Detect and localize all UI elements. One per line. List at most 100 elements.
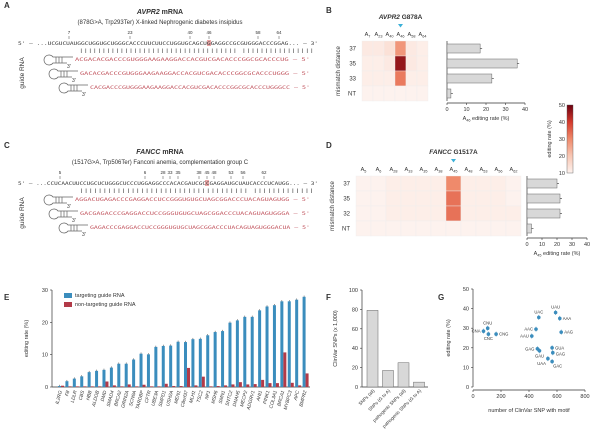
y-tick-label: 30 [42, 288, 48, 294]
adenosine-position: 64 [422, 35, 426, 39]
heatmap-cell [400, 220, 417, 237]
heatmap-cell [416, 40, 429, 57]
point-label: UAC [534, 309, 543, 314]
heatmap-cell [385, 175, 402, 192]
guide-rna-hairpin-icon: 3' [43, 54, 73, 70]
bar-non-targeting [246, 384, 250, 387]
point-label: GUA [555, 345, 564, 350]
column-label: A56 [495, 167, 503, 174]
bar-targeting [235, 320, 239, 387]
gene-label: SMN1 [218, 390, 227, 405]
gene-label: DNAH5 [232, 390, 242, 408]
heatmap-cell [385, 220, 402, 237]
row-label: 37 [343, 182, 350, 188]
heatmap-cell [400, 205, 417, 222]
point-label: CNU [483, 321, 492, 326]
guide-rna-hairpin-icon: 3' [43, 194, 73, 210]
bar-targeting [124, 363, 128, 387]
scatter-point [485, 326, 490, 331]
column-label: A40 [386, 32, 394, 39]
gene-label: ALDOB [91, 389, 101, 408]
gene-label: TARDBP [135, 389, 146, 410]
adenosine-letter: A [463, 116, 467, 122]
position-label: 5 [59, 170, 62, 175]
bar-non-targeting [157, 386, 161, 387]
x-tick-label: 600 [552, 394, 561, 400]
title-B: AVPR2 G878A [378, 14, 423, 21]
gene-label: CBS [78, 389, 87, 401]
bar-targeting [191, 339, 195, 387]
point-label: AAU [520, 334, 529, 339]
adenosine-letter: A [376, 167, 380, 173]
position-label: 33 [167, 170, 173, 175]
adenosine-letter: A [419, 32, 423, 38]
heatmap-cell [460, 175, 477, 192]
bar-non-targeting [187, 367, 190, 387]
heatmap-cell [460, 190, 477, 207]
bar-targeting [243, 316, 247, 387]
gene-label: SNTC2 [225, 390, 235, 407]
scatter-point [546, 356, 550, 361]
title-suffix: G1517A [452, 149, 478, 156]
bar-targeting [109, 367, 113, 387]
bar-non-targeting [61, 385, 64, 387]
adenosine-letter: A [510, 167, 514, 173]
adenosine-position: 23 [378, 35, 382, 39]
gene-label: SCN9A [128, 390, 138, 407]
x-tick-label: 0 [445, 107, 448, 113]
gene-label: IL2RG [55, 390, 64, 405]
y-tick-label: 100 [349, 288, 358, 294]
heatmap-cell [383, 55, 396, 72]
row-label: 35 [349, 62, 356, 68]
guide-sequence: AGGACUGAGACCCGAGGACCUCCGGGUGUGCUAGCGGACC… [75, 197, 310, 203]
hairpin-shape [43, 194, 73, 206]
x-tick-label: 0 [525, 242, 528, 248]
adenosine-letter: A [397, 32, 401, 38]
bar-targeting [102, 369, 106, 387]
bar [526, 178, 558, 189]
y-tick-label: 0 [355, 385, 358, 391]
heatmap-cell [361, 40, 374, 57]
adenosine-position: 48 [468, 170, 472, 174]
panel-label-A: A [4, 1, 10, 10]
y-tick-label: 10 [463, 365, 469, 371]
adenosine-position: 7 [368, 35, 370, 39]
target-sequence: 5' – ...UCGUCUAUGGCUGGUGCUGGGCACCCUUCUUC… [18, 41, 318, 47]
panel-label-C: C [4, 141, 10, 150]
hairpin-shape [43, 54, 73, 66]
heatmap-cell [394, 40, 407, 57]
bar-non-targeting [120, 386, 124, 387]
heatmap-cell [430, 205, 447, 222]
position-label: 46 [206, 30, 212, 35]
heatmap-cell [490, 205, 507, 222]
position-label: 7 [68, 30, 71, 35]
bar-targeting [169, 345, 173, 387]
heatmap-cell [430, 220, 447, 237]
x-tick-label: 40 [584, 242, 590, 248]
point-label: AAG [564, 330, 573, 335]
point-label: AAC [524, 327, 533, 332]
bar-targeting [65, 381, 69, 387]
bar-targeting [154, 346, 158, 387]
heatmap-cell [475, 205, 492, 222]
y-tick-label: 0 [45, 385, 48, 391]
heatmap-cell [460, 205, 477, 222]
adenosine-letter: A [534, 251, 538, 257]
gene-name: FANCC [429, 149, 452, 156]
heatmap-cell [372, 40, 385, 57]
heatmap-cell [355, 205, 372, 222]
column-label: A28 [390, 167, 398, 174]
adenosine-letter: A [361, 167, 365, 173]
adenosine-position: 35 [423, 170, 427, 174]
colorbar-label: editing rate (%) [547, 120, 553, 157]
heatmap-cell [505, 190, 522, 207]
gene-label: GRIN2A [120, 390, 130, 409]
adenosine-position: 28 [393, 170, 397, 174]
heatmap-cell [370, 190, 387, 207]
bar [446, 43, 481, 54]
column-label: A7 [365, 32, 371, 39]
heatmap-cell [445, 220, 462, 237]
point-label: UAU [551, 305, 560, 310]
x-axis-label: A46 editing rate (%) [463, 116, 510, 123]
